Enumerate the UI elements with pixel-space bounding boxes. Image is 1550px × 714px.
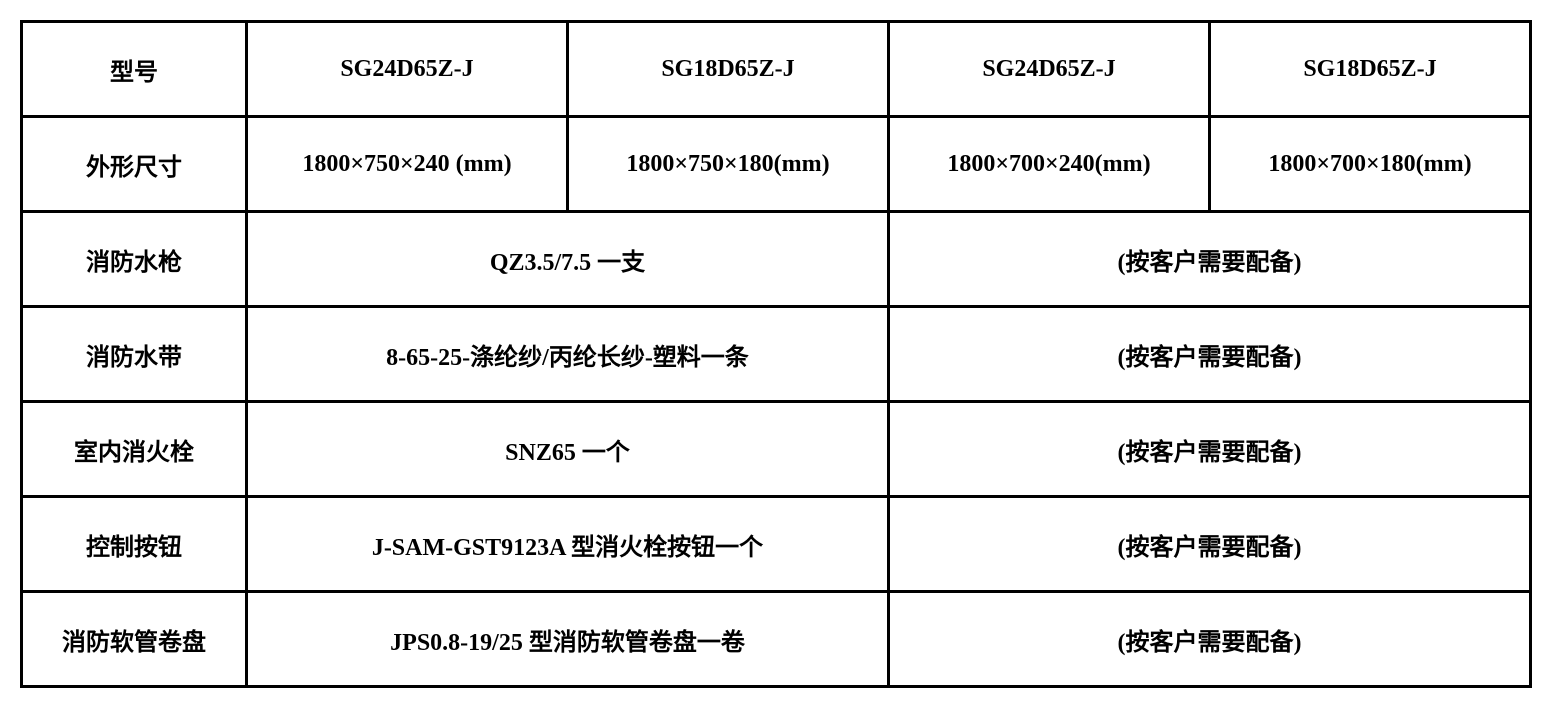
table-body: 型号 SG24D65Z-J SG18D65Z-J SG24D65Z-J SG18… xyxy=(22,22,1531,687)
table-cell-merged: JPS0.8-19/25 型消防软管卷盘一卷 xyxy=(247,592,889,687)
table-cell: 1800×750×240 (mm) xyxy=(247,117,568,212)
table-row: 外形尺寸 1800×750×240 (mm) 1800×750×180(mm) … xyxy=(22,117,1531,212)
table-cell-merged: (按客户需要配备) xyxy=(889,497,1531,592)
table-cell-merged: QZ3.5/7.5 一支 xyxy=(247,212,889,307)
table-cell: 1800×700×240(mm) xyxy=(889,117,1210,212)
table-row: 消防水带 8-65-25-涤纶纱/丙纶长纱-塑料一条 (按客户需要配备) xyxy=(22,307,1531,402)
row-label: 消防软管卷盘 xyxy=(22,592,247,687)
table-cell-merged: (按客户需要配备) xyxy=(889,307,1531,402)
row-label: 消防水带 xyxy=(22,307,247,402)
table-cell-merged: 8-65-25-涤纶纱/丙纶长纱-塑料一条 xyxy=(247,307,889,402)
row-label: 室内消火栓 xyxy=(22,402,247,497)
table-cell: 1800×750×180(mm) xyxy=(568,117,889,212)
table-cell-merged: SNZ65 一个 xyxy=(247,402,889,497)
table-cell: SG18D65Z-J xyxy=(1210,22,1531,117)
table-cell: SG18D65Z-J xyxy=(568,22,889,117)
spec-table: 型号 SG24D65Z-J SG18D65Z-J SG24D65Z-J SG18… xyxy=(20,20,1532,688)
row-label: 外形尺寸 xyxy=(22,117,247,212)
table-cell: SG24D65Z-J xyxy=(247,22,568,117)
row-label: 型号 xyxy=(22,22,247,117)
table-row: 型号 SG24D65Z-J SG18D65Z-J SG24D65Z-J SG18… xyxy=(22,22,1531,117)
table-row: 室内消火栓 SNZ65 一个 (按客户需要配备) xyxy=(22,402,1531,497)
table-cell-merged: (按客户需要配备) xyxy=(889,212,1531,307)
table-cell: SG24D65Z-J xyxy=(889,22,1210,117)
table-cell-merged: (按客户需要配备) xyxy=(889,402,1531,497)
row-label: 控制按钮 xyxy=(22,497,247,592)
table-cell: 1800×700×180(mm) xyxy=(1210,117,1531,212)
table-row: 消防软管卷盘 JPS0.8-19/25 型消防软管卷盘一卷 (按客户需要配备) xyxy=(22,592,1531,687)
table-row: 消防水枪 QZ3.5/7.5 一支 (按客户需要配备) xyxy=(22,212,1531,307)
table-cell-merged: J-SAM-GST9123A 型消火栓按钮一个 xyxy=(247,497,889,592)
table-row: 控制按钮 J-SAM-GST9123A 型消火栓按钮一个 (按客户需要配备) xyxy=(22,497,1531,592)
table-cell-merged: (按客户需要配备) xyxy=(889,592,1531,687)
row-label: 消防水枪 xyxy=(22,212,247,307)
